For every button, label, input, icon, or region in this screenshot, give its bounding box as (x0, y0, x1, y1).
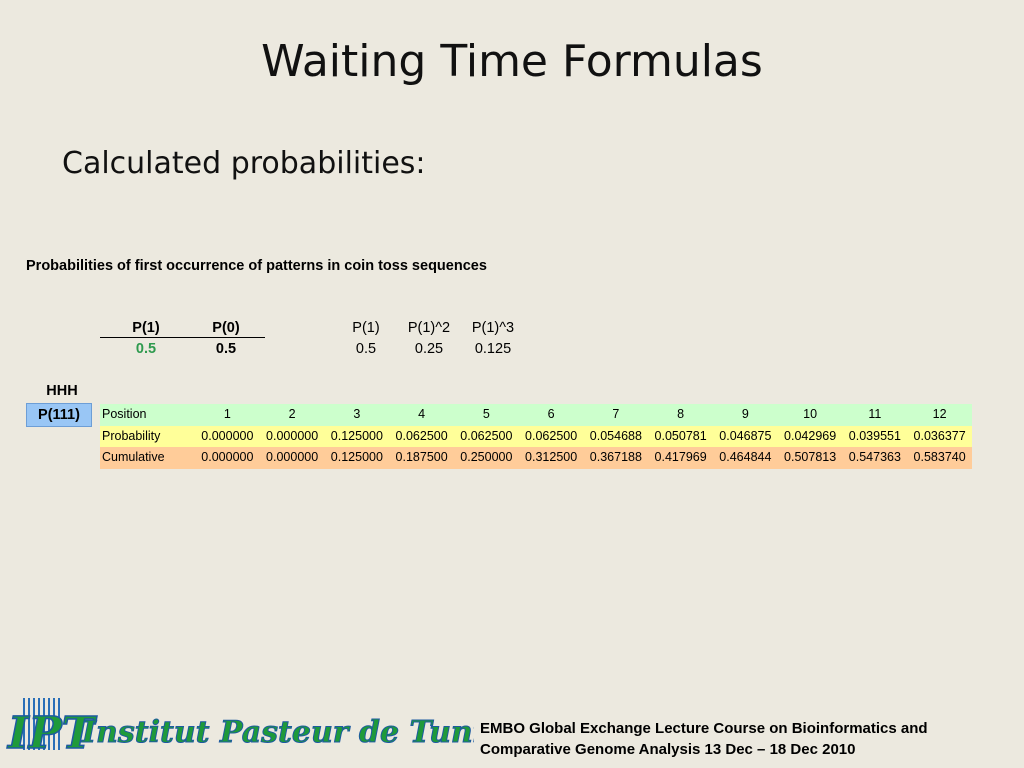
table-cell: 0.000000 (266, 450, 319, 464)
table-cell: 0.125000 (330, 428, 383, 443)
table-cell: 3 (353, 407, 361, 421)
table-cell: 0.054688 (589, 428, 642, 443)
table-cell: 6 (547, 407, 555, 421)
power-value: 0.25 (414, 341, 444, 357)
table-cell: 0.187500 (395, 450, 448, 464)
row-label: Position (102, 407, 147, 421)
table-cell: 0.036377 (913, 428, 966, 443)
table-cell: 1 (223, 407, 231, 421)
table-cell: 0.062500 (395, 428, 448, 443)
table-cell: 5 (482, 407, 490, 421)
slide-title: Waiting Time Formulas (261, 36, 763, 87)
logo-name: Institut Pasteur de Tunis (81, 715, 474, 750)
table-cell: 0.042969 (784, 428, 837, 443)
row-background (100, 425, 972, 447)
table-cell: 0.250000 (460, 450, 513, 464)
table-cell: 0.417969 (654, 450, 707, 464)
param-header: P(0) (212, 320, 240, 336)
power-header: P(1)^3 (471, 320, 515, 336)
table-cell: 0.125000 (330, 450, 383, 464)
header-rule (100, 337, 265, 338)
pattern: HHH (46, 383, 78, 399)
table-cell: 0.046875 (719, 428, 772, 443)
row-label: Cumulative (102, 450, 165, 464)
footer: EMBO Global Exchange Lecture Course on B… (480, 720, 928, 758)
table-cell: 7 (612, 407, 620, 421)
row-background (100, 447, 972, 469)
table-cell: 0.050781 (654, 428, 707, 443)
table-cell: 0.000000 (266, 428, 319, 443)
pattern-label: P(111) (26, 403, 92, 427)
power-value: 0.125 (474, 341, 512, 357)
table-cell: 0.062500 (525, 428, 578, 443)
row-label: Probability (102, 428, 161, 443)
table-cell: 11 (868, 407, 882, 421)
param-header: P(1) (132, 320, 160, 336)
row-background (100, 404, 972, 426)
table-cell: 2 (288, 407, 296, 421)
table-cell: 0.507813 (784, 450, 837, 464)
power-header: P(1) (352, 320, 380, 336)
table-cell: 0.062500 (460, 428, 513, 443)
table-cell: 0.000000 (201, 428, 254, 443)
subtitle: Calculated probabilities: (62, 146, 426, 181)
logo: IPT Institut Pasteur de Tunis (5, 698, 474, 760)
table-cell: 0.000000 (201, 450, 254, 464)
table-cell: 0.039551 (848, 428, 901, 443)
table-cell: 9 (741, 407, 749, 421)
param-value: 0.5 (215, 341, 237, 357)
param-value: 0.5 (135, 341, 157, 357)
table-cell: 8 (677, 407, 685, 421)
logo-initials: IPT (6, 708, 98, 759)
caption: Probabilities of first occurrence of pat… (26, 258, 487, 274)
table-cell: 0.464844 (719, 450, 772, 464)
power-value: 0.5 (355, 341, 377, 357)
table-cell: 12 (932, 407, 947, 421)
power-header: P(1)^2 (407, 320, 451, 336)
table-cell: 0.547363 (848, 450, 901, 464)
table-cell: 10 (803, 407, 818, 421)
table-cell: 0.312500 (525, 450, 578, 464)
table-cell: 0.583740 (913, 450, 966, 464)
table-cell: 0.367188 (589, 450, 642, 464)
table-cell: 4 (418, 407, 426, 421)
